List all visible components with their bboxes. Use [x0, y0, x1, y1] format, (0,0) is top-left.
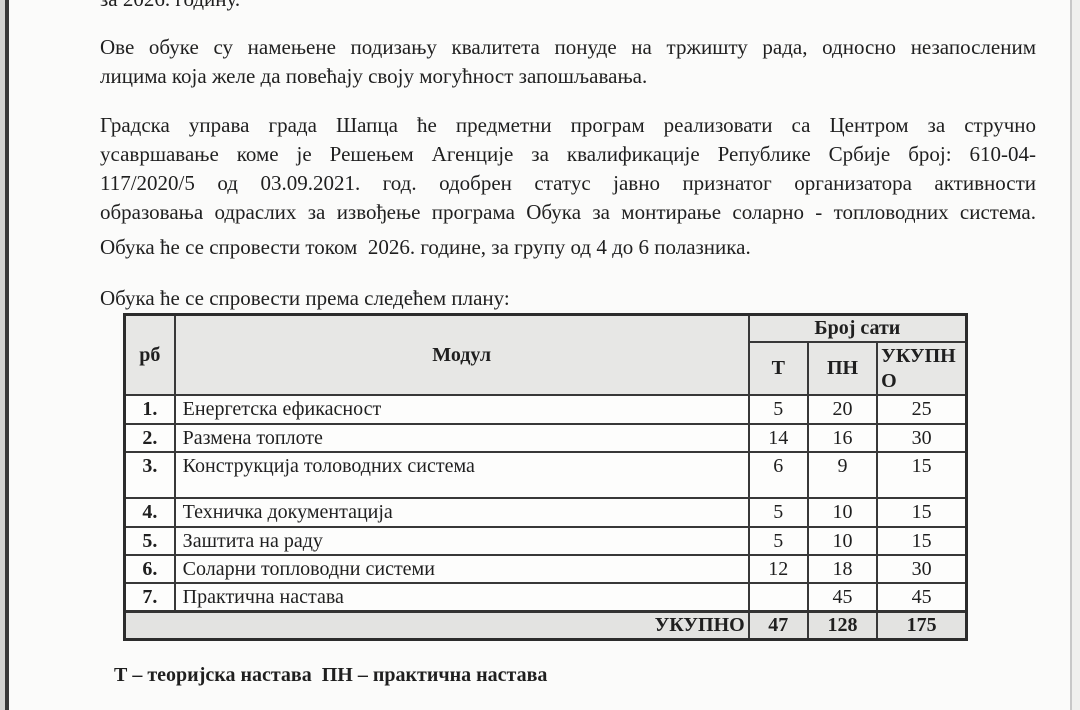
total-label: УКУПНО: [122, 610, 750, 641]
scan-edge-left-dark: [5, 0, 9, 710]
paragraph-plan-intro: Обука ће се спровести према следећем пла…: [100, 285, 1036, 311]
cell-t: 6: [747, 451, 809, 499]
paragraph-purpose: Ове обуке су намењене подизању квалитета…: [100, 33, 1036, 91]
cell-modul: Конструкција толоводних система: [173, 451, 750, 499]
total-ukupno: 175: [876, 610, 969, 641]
cell-ukupno: 15: [876, 497, 969, 528]
paragraph-line: лицима која желе да повећају своју могућ…: [100, 64, 648, 88]
cell-ukupno: 30: [876, 554, 969, 584]
cell-pn: 9: [806, 451, 879, 499]
cell-ukupno: 15: [876, 451, 969, 499]
table-total-row: УКУПНО 47 128 175: [122, 610, 969, 641]
cell-pn: 10: [806, 526, 879, 556]
paragraph-line: усавршавање коме је Решењем Агенције за …: [100, 142, 1036, 166]
cell-modul: Техничка документација: [173, 497, 750, 528]
paragraph-line: 117/2020/5 од 03.09.2021. год. одобрен с…: [100, 171, 1036, 195]
clipped-top-line: за 2026. годину.: [100, 0, 1036, 12]
table-header-row-1: рб Модул Број сати: [122, 313, 968, 396]
table-row: 7. Практична настава 45 45: [122, 582, 969, 613]
abbreviation-legend: Т – теоријска настава ПН – практична нас…: [114, 664, 548, 686]
cell-rb: 4.: [122, 497, 176, 528]
cell-modul: Заштита на раду: [173, 526, 750, 556]
cell-modul: Размена топлоте: [173, 423, 750, 453]
total-t: 47: [747, 610, 809, 641]
paragraph-line: Обука ће се спровести према следећем пла…: [100, 286, 510, 310]
cell-rb: 5.: [122, 526, 176, 556]
scan-edge-right-strip: [1072, 0, 1080, 710]
scan-edge-left-light: [0, 0, 5, 710]
cell-ukupno: 15: [876, 526, 969, 556]
cell-t: 12: [747, 554, 809, 584]
table-row: 2. Размена топлоте 14 16 30: [122, 423, 969, 453]
total-pn: 128: [806, 610, 879, 641]
cell-t: 5: [747, 394, 809, 425]
cell-pn: 20: [806, 394, 879, 425]
top-line-text: за 2026. годину.: [100, 0, 1036, 12]
cell-t: 5: [747, 526, 809, 556]
cell-t: [747, 582, 809, 613]
cell-t: 14: [747, 423, 809, 453]
scan-edge-right-line: [1070, 0, 1072, 710]
cell-rb: 7.: [122, 582, 176, 613]
cell-rb: 6.: [122, 554, 176, 584]
cell-ukupno: 25: [876, 394, 969, 425]
document-page: за 2026. годину. Ове обуке су намењене п…: [100, 0, 1036, 688]
cell-modul: Практична настава: [173, 582, 750, 613]
paragraph-organizer: Градска управа града Шапца ће предметни …: [100, 111, 1036, 227]
cell-pn: 18: [806, 554, 879, 584]
col-header-broj-sati: Број сати: [747, 313, 968, 343]
col-header-rb: рб: [122, 313, 176, 396]
table-row: 3. Конструкција толоводних система 6 9 1…: [122, 451, 969, 499]
col-header-t: Т: [747, 341, 809, 396]
table-row: 5. Заштита на раду 5 10 15: [122, 526, 969, 556]
paragraph-line: образовања одраслих за извођење програма…: [100, 200, 1036, 224]
col-header-modul: Модул: [173, 313, 750, 396]
table-header-row-2: Т ПН УКУПНО: [125, 341, 969, 396]
cell-ukupno: 30: [876, 423, 969, 453]
paragraph-line: Обука ће се спровести током 2026. године…: [100, 235, 751, 259]
col-header-pn: ПН: [806, 341, 879, 396]
table-row: 4. Техничка документација 5 10 15: [122, 497, 969, 528]
cell-pn: 10: [806, 497, 879, 528]
col-header-ukupno: УКУПНО: [876, 341, 969, 396]
table-row: 1. Енергетска ефикасност 5 20 25: [122, 394, 969, 425]
paragraph-line: Градска управа града Шапца ће предметни …: [100, 113, 1036, 137]
cell-t: 5: [747, 497, 809, 528]
paragraph-schedule: Обука ће се спровести током 2026. године…: [100, 233, 1036, 262]
cell-rb: 3.: [122, 451, 176, 499]
paragraph-line: Ове обуке су намењене подизању квалитета…: [100, 35, 1036, 59]
training-plan-table: рб Модул Број сати Т ПН УКУПНО 1. Енерге…: [122, 313, 969, 641]
cell-rb: 1.: [122, 394, 176, 425]
cell-modul: Енергетска ефикасност: [173, 394, 750, 425]
cell-pn: 45: [806, 582, 879, 613]
cell-ukupno: 45: [876, 582, 969, 613]
cell-modul: Соларни топловодни системи: [173, 554, 750, 584]
table-row: 6. Соларни топловодни системи 12 18 30: [122, 554, 969, 584]
cell-rb: 2.: [122, 423, 176, 453]
cell-pn: 16: [806, 423, 879, 453]
